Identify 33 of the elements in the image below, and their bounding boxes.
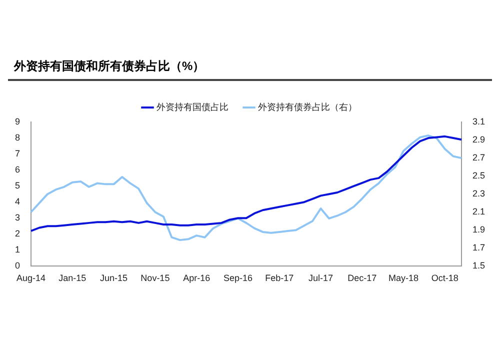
x-tick-label: Sep-16	[223, 273, 252, 284]
y2-tick-label: 2.9	[472, 134, 486, 145]
x-tick-label: Jun-15	[100, 273, 128, 284]
y-tick-label: 6	[14, 164, 20, 175]
y-tick-label: 1	[14, 244, 20, 255]
x-tick-label: Jul-17	[308, 273, 334, 284]
x-tick-label: Jan-15	[58, 273, 86, 284]
x-tick-label: Dec-17	[348, 273, 377, 284]
x-tick-label: Nov-15	[140, 273, 170, 284]
y2-tick-label: 3.1	[472, 116, 486, 126]
x-tick-label: Oct-18	[431, 273, 458, 284]
y2-tick-label: 2.3	[472, 188, 486, 199]
chart-title: 外资持有国债和所有债券占比（%）	[12, 58, 206, 75]
y-tick-label: 4	[14, 196, 20, 207]
y2-tick-label: 2.7	[472, 152, 486, 163]
x-tick-label: Aug-14	[16, 273, 46, 284]
x-tick-label: Apr-16	[183, 273, 210, 284]
legend-label: 外资持有国债占比	[156, 102, 228, 112]
y-tick-label: 3	[14, 212, 20, 223]
y2-tick-label: 1.9	[472, 224, 486, 235]
y2-tick-label: 1.5	[472, 260, 486, 271]
y-tick-label: 2	[14, 228, 20, 239]
y-tick-label: 8	[14, 132, 20, 143]
y2-tick-label: 2.5	[472, 170, 486, 181]
y-tick-label: 9	[14, 116, 20, 126]
legend-label: 外资持有债券占比（右）	[258, 102, 357, 112]
y2-tick-label: 2.1	[472, 206, 486, 217]
x-tick-label: Feb-17	[265, 273, 294, 284]
y-tick-label: 0	[14, 260, 20, 271]
y2-tick-label: 1.7	[472, 242, 486, 253]
y-tick-label: 7	[14, 148, 20, 159]
x-tick-label: May-18	[388, 273, 419, 284]
y-tick-label: 5	[14, 180, 20, 191]
